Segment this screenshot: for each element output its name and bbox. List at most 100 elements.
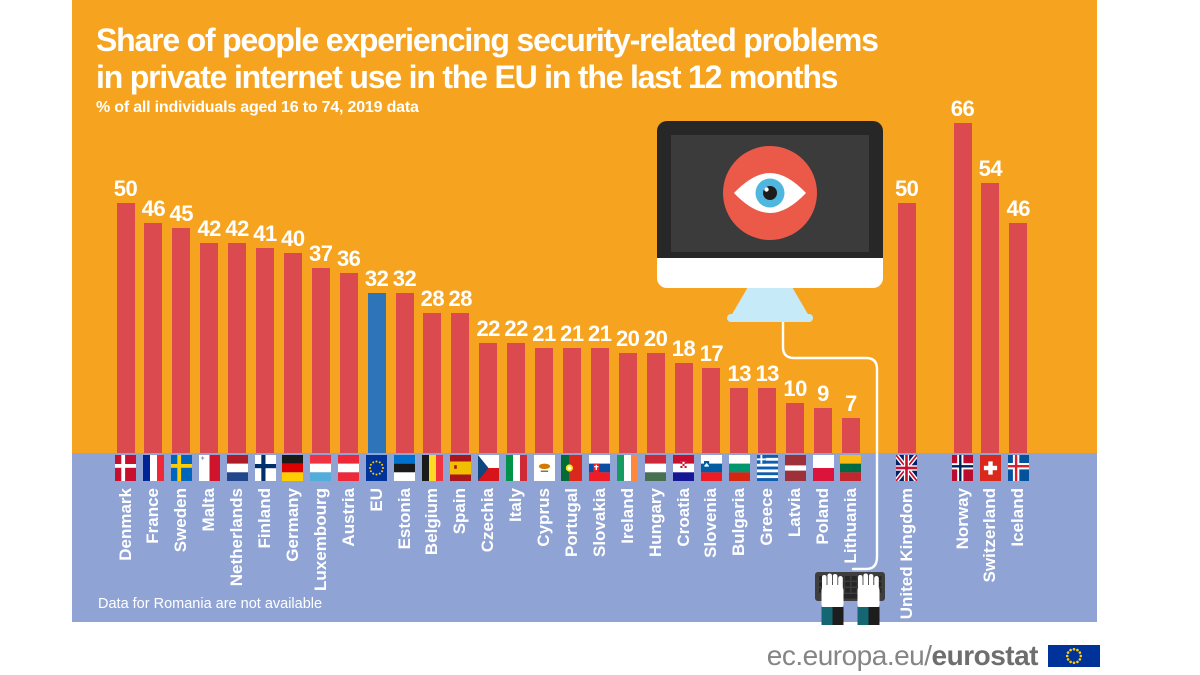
bar-austria	[339, 273, 358, 453]
flag-france-icon	[142, 455, 164, 481]
country-label-belgium: Belgium	[422, 488, 442, 556]
flag-denmark-icon	[115, 455, 136, 481]
flag-belgium-icon	[421, 455, 443, 481]
country-label-luxembourg: Luxembourg	[310, 488, 330, 591]
eu-flag-icon	[1048, 645, 1100, 667]
country-label-croatia: Croatia	[673, 488, 693, 547]
bar-value-lithuania: 7	[845, 391, 857, 416]
flag-netherlands-icon	[226, 455, 248, 481]
bar-value-luxembourg: 37	[309, 241, 333, 266]
flag-united-kingdom-icon	[894, 453, 919, 483]
country-label-eu: EU	[366, 488, 386, 512]
bar-greece	[758, 388, 777, 453]
bar-poland	[814, 408, 832, 453]
eye-icon	[723, 146, 817, 240]
flag-germany-icon	[282, 455, 304, 481]
chart-background-bottom	[72, 453, 1097, 622]
bar-value-united-kingdom: 50	[894, 176, 919, 201]
country-label-norway: Norway	[952, 488, 972, 550]
keyboard-illustration	[815, 572, 885, 625]
country-label-latvia: Latvia	[785, 488, 805, 538]
bar-cyprus	[535, 348, 553, 453]
flag-estonia-icon	[394, 455, 415, 481]
bar-value-france: 46	[141, 196, 166, 221]
country-label-switzerland: Switzerland	[980, 488, 1000, 583]
bar-value-norway: 66	[950, 96, 975, 121]
bar-slovakia	[590, 348, 609, 453]
flag-finland-icon	[254, 455, 276, 481]
bar-value-ireland: 20	[615, 326, 640, 351]
flag-hungary-icon	[645, 455, 667, 481]
flag-slovakia-icon	[589, 455, 611, 481]
bar-value-malta: 42	[197, 216, 221, 241]
bar-france	[144, 223, 163, 453]
country-label-greece: Greece	[757, 488, 777, 546]
country-label-spain: Spain	[450, 488, 470, 535]
bar-united-kingdom	[897, 203, 916, 453]
country-label-estonia: Estonia	[394, 488, 414, 550]
bar-finland	[256, 248, 274, 453]
flag-portugal-icon	[561, 455, 583, 481]
bar-portugal	[562, 348, 581, 453]
footer-url-prefix: ec.europa.eu/	[766, 640, 932, 671]
flag-ireland-icon	[617, 455, 639, 481]
flag-bulgaria-icon	[728, 455, 750, 481]
bar-switzerland	[981, 183, 1000, 453]
country-label-netherlands: Netherlands	[227, 488, 247, 587]
country-label-hungary: Hungary	[645, 488, 665, 557]
bar-value-slovenia: 17	[699, 341, 724, 366]
bar-estonia	[395, 293, 414, 453]
flag-norway-icon	[952, 455, 973, 481]
bar-croatia	[674, 363, 693, 453]
country-label-bulgaria: Bulgaria	[729, 488, 749, 557]
bar-value-greece: 13	[755, 361, 779, 386]
country-label-czechia: Czechia	[478, 488, 498, 553]
bar-value-portugal: 21	[560, 321, 584, 346]
bar-sweden	[172, 228, 191, 453]
country-label-portugal: Portugal	[561, 488, 581, 557]
country-label-denmark: Denmark	[115, 488, 135, 561]
flag-italy-icon	[505, 455, 527, 481]
flag-lithuania-icon	[840, 455, 862, 481]
flag-switzerland-icon	[979, 455, 1001, 481]
bar-value-netherlands: 42	[225, 216, 249, 241]
bar-value-slovakia: 21	[588, 321, 612, 346]
data-note: Data for Romania are not available	[98, 596, 323, 612]
bar-value-estonia: 32	[392, 266, 417, 291]
page-title: Share of people experiencing security-re…	[96, 22, 879, 96]
country-label-united-kingdom: United Kingdom	[896, 488, 916, 620]
footer-url: ec.europa.eu/eurostat	[766, 640, 1039, 672]
bar-value-denmark: 50	[113, 176, 138, 201]
flag-cyprus-icon	[533, 455, 555, 481]
bar-value-switzerland: 54	[978, 156, 1003, 181]
flag-latvia-icon	[784, 455, 806, 481]
bar-hungary	[646, 353, 665, 453]
monitor-illustration	[657, 121, 883, 258]
typing-hands	[821, 573, 880, 625]
bar-iceland	[1009, 223, 1028, 453]
bar-value-spain: 28	[448, 286, 473, 311]
bar-norway	[953, 123, 972, 453]
bar-value-hungary: 20	[643, 326, 668, 351]
bar-value-cyprus: 21	[532, 321, 556, 346]
bar-value-italy: 22	[504, 316, 528, 341]
bar-luxembourg	[311, 268, 330, 453]
bar-value-belgium: 28	[420, 286, 445, 311]
flag-sweden-icon	[170, 455, 192, 481]
bar-value-bulgaria: 13	[727, 361, 752, 386]
bar-value-germany: 40	[281, 226, 305, 251]
country-label-iceland: Iceland	[1008, 488, 1028, 547]
flag-greece-icon	[756, 455, 778, 482]
bar-belgium	[423, 313, 442, 453]
flag-malta-icon	[198, 455, 220, 481]
bar-value-austria: 36	[336, 246, 361, 271]
bar-value-czechia: 22	[476, 316, 500, 341]
page-title-line2: in private internet use in the EU in the…	[96, 59, 838, 95]
country-label-ireland: Ireland	[617, 488, 637, 544]
bar-ireland	[618, 353, 637, 453]
country-label-sweden: Sweden	[171, 488, 191, 553]
bar-malta	[200, 243, 219, 453]
bar-value-sweden: 45	[169, 201, 194, 226]
country-label-slovakia: Slovakia	[589, 488, 609, 557]
